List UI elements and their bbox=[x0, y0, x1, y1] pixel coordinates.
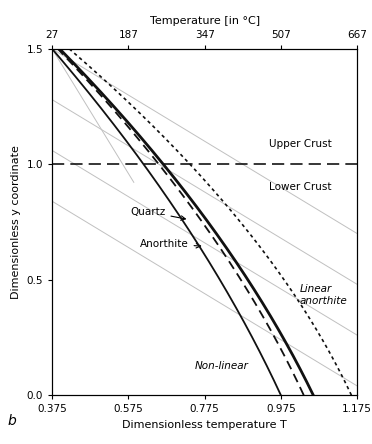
Text: Anorthite: Anorthite bbox=[140, 239, 201, 249]
Text: Lower Crust: Lower Crust bbox=[269, 182, 332, 192]
Text: Quartz: Quartz bbox=[130, 206, 185, 220]
Text: Non-linear: Non-linear bbox=[195, 361, 248, 371]
Y-axis label: Dimensionless y coordinate: Dimensionless y coordinate bbox=[11, 145, 21, 299]
X-axis label: Dimensionless temperature T: Dimensionless temperature T bbox=[122, 420, 287, 430]
Text: Linear
anorthite: Linear anorthite bbox=[300, 284, 348, 305]
X-axis label: Temperature [in °C]: Temperature [in °C] bbox=[150, 16, 260, 26]
Text: b: b bbox=[7, 414, 16, 428]
Text: Upper Crust: Upper Crust bbox=[269, 139, 332, 148]
